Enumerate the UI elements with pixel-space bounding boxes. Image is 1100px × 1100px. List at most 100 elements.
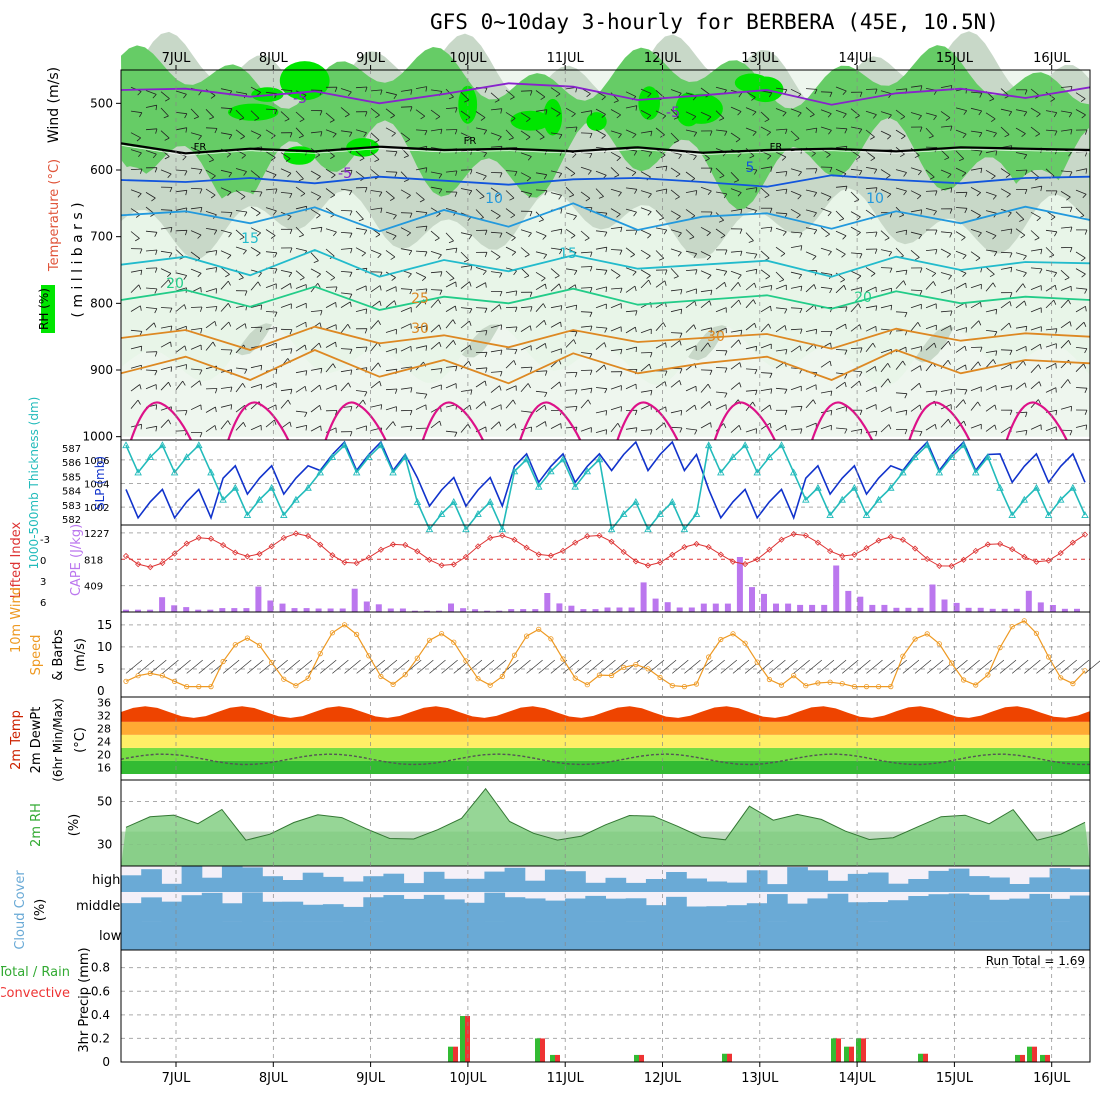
li-marker [996,540,1004,547]
thickness-marker [377,441,385,449]
wind-barb [1060,299,1069,309]
li-marker [450,561,457,568]
wind-barb [220,386,232,389]
precip-total-bar [918,1053,923,1062]
wind-barb-flag [856,275,862,280]
li-marker [1009,546,1016,553]
wind-barb [130,168,143,170]
wind-barb [910,382,920,391]
wind-barb-flag [440,129,443,135]
surface-barb [198,659,216,674]
wind-barb [355,390,367,393]
wind-barb [1045,299,1055,309]
wind-barb [1015,346,1027,352]
wind-barb [925,190,938,192]
wind-barb-flag [680,309,683,315]
wind-barb [715,391,728,394]
wind-barb-flag [152,153,157,159]
wind-barb-flag [527,156,532,161]
wind-barb-flag [377,362,381,368]
thickness-marker [692,509,701,517]
wind-barb-flag [138,152,142,158]
wind-barb-flag [347,91,352,97]
wind-barb-flag [902,360,906,366]
wind-barb [235,149,246,156]
wind-barb [415,288,427,291]
wind-barb-flag [377,320,381,325]
precip-conv-bar [836,1038,841,1062]
wind-barb [640,363,650,372]
wind-barb [550,228,562,232]
wind-barb-flag [754,253,758,259]
wind-barb-flag [469,281,472,287]
wind-barb-flag [154,288,158,294]
wind-barb [715,167,725,176]
cape-bar [604,607,611,612]
wind-barb-flag [560,229,563,235]
wind-barb [580,427,592,432]
wind-barb [865,366,876,373]
wind-barb-flag [752,401,756,407]
wind-barb-flag [845,186,848,192]
wind-barb [475,380,486,388]
wind-barb-flag [844,374,848,379]
thickness-marker [134,468,142,476]
thickness-tick: 583 [62,501,81,512]
wind-barb [475,188,485,197]
wind-barb-flag [914,257,920,261]
wind-barb [340,323,349,334]
wind-barb [1030,267,1043,270]
wind-barb-flag [168,419,172,425]
thickness-marker [583,467,592,475]
wind-barb-flag [469,405,472,411]
wind-barb-flag [167,273,172,278]
wind-barb-flag [349,431,353,437]
wind-barb [775,128,788,131]
wind-barb-flag [650,429,653,435]
wind-barb [295,111,305,120]
wind-barb-flag [858,128,863,134]
wind-barb [790,245,802,248]
wind-barb [625,129,637,135]
wind-barb-flag [935,390,938,396]
cloud-high-bar [444,878,465,892]
thickness-tick: 586 [62,458,81,469]
wind-barb [595,429,607,433]
wind-barb [715,367,728,369]
contour-label: 5 [746,160,755,176]
wind-barb-flag [140,346,143,352]
wind-barb [430,384,442,389]
cloud-high-bar [767,884,788,892]
wind-barb-flag [979,92,983,98]
wind-barb-flag [949,208,953,214]
wind-barb-flag [719,117,725,121]
wind-barb [370,169,380,177]
wind-barb [745,148,755,157]
surface-barb [271,659,288,674]
wind-barb-flag [854,199,860,203]
wind-barb-flag [1069,247,1073,253]
cape-bar [460,608,467,612]
cloud-level-label: middle [76,899,120,914]
cloud-middle-bar [201,892,223,923]
wind-barb [700,186,712,192]
wind-barb-flag [794,138,800,142]
thickness-marker [704,441,713,449]
wind-barb [715,307,727,313]
cloud-middle-bar [282,901,304,922]
wind-barb-flag [694,404,697,411]
wind-barb-flag [991,175,996,180]
wind-barb-flag [377,253,382,259]
wind-barb-flag [679,380,682,386]
wind-barb-flag [527,383,531,389]
wind-barb-flag [1084,229,1088,235]
cloud-low-bar [403,922,425,950]
wind-barb-flag [1035,133,1041,137]
wind-barb [505,423,515,431]
wind-barb-flag [313,260,319,263]
wind-barb [490,404,502,410]
wind-barb [190,188,203,190]
contour-label: -5 [338,166,352,182]
wind-barb [385,348,397,353]
wind-barb [655,322,664,331]
